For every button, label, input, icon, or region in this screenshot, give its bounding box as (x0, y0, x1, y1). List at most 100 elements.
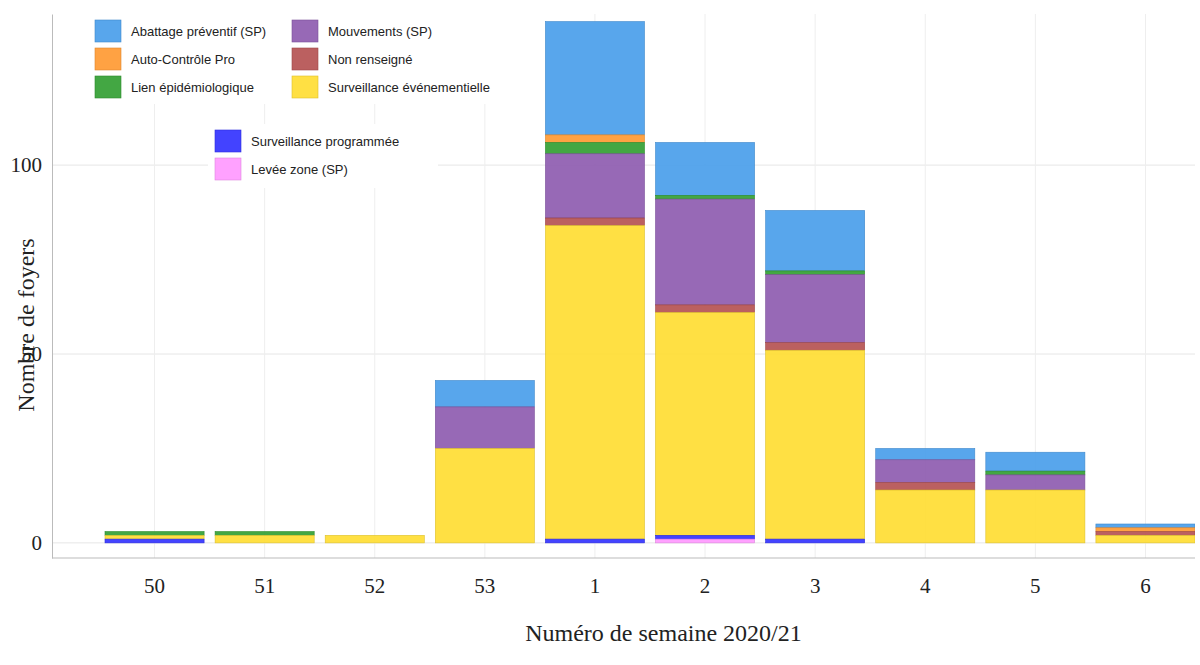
legend-swatch (215, 130, 241, 152)
bar-segment (215, 542, 314, 543)
legend-swatch (292, 20, 318, 42)
legend-swatch (95, 20, 121, 42)
bar-segment (545, 154, 644, 218)
y-tick: 0 (32, 531, 53, 555)
bar-segment (766, 542, 865, 543)
x-tick-label: 3 (810, 574, 821, 598)
series (435, 154, 1085, 490)
x-axis-line (52, 558, 1195, 559)
bar-segment (325, 542, 424, 543)
bar-segment (435, 542, 534, 543)
legend-label: Auto-Contrôle Pro (131, 52, 235, 67)
legend-item: Auto-Contrôle Pro (95, 48, 235, 70)
legend-background (208, 124, 438, 188)
legend-label: Mouvements (SP) (328, 24, 432, 39)
legend-label: Lien épidémiologique (131, 80, 254, 95)
bar-segment (656, 199, 755, 305)
x-tick-label: 51 (254, 574, 275, 598)
y-tick-label: 100 (11, 153, 43, 177)
x-tick-label: 53 (474, 574, 495, 598)
bar-segment (435, 542, 534, 543)
legend-item: Surveillance événementielle (292, 76, 490, 98)
x-tick: 50 (144, 558, 165, 598)
bar-segment (105, 539, 204, 543)
legend-item: Non renseigné (292, 48, 413, 70)
bar-segment (656, 539, 755, 543)
bar-segment (545, 218, 644, 226)
series (656, 539, 755, 543)
bar-segment (986, 452, 1085, 471)
x-axis: 50 51 52 53 1 2 3 4 5 6 (52, 558, 1195, 598)
x-tick: 5 (1030, 558, 1041, 598)
x-tick-label: 5 (1030, 574, 1041, 598)
x-tick-label: 2 (700, 574, 711, 598)
x-tick: 3 (810, 558, 821, 598)
bar-segment (545, 539, 644, 543)
bar-segment (656, 305, 755, 313)
y-axis-title: Nombre de foyers (13, 238, 39, 411)
bar-segment (766, 210, 865, 270)
legend-swatch (292, 76, 318, 98)
bar-segment (435, 407, 534, 449)
bar-segment (105, 535, 204, 539)
y-axis-line (52, 15, 53, 559)
bar-segment (215, 535, 314, 543)
bar-segment (986, 490, 1085, 543)
bar-segment (1096, 524, 1195, 528)
legend-label: Non renseigné (328, 52, 413, 67)
bar-segment (1096, 542, 1195, 543)
legend-swatch (95, 48, 121, 70)
bar-segment (656, 142, 755, 195)
legend-label: Surveillance événementielle (328, 80, 490, 95)
bar-segment (766, 343, 865, 351)
bar-segment (545, 542, 644, 543)
y-tick: 100 (11, 153, 53, 177)
series (105, 226, 1195, 543)
bar-segment (876, 542, 975, 543)
x-tick: 6 (1140, 558, 1151, 598)
x-tick: 4 (920, 558, 931, 598)
legend-item: Mouvements (SP) (292, 20, 432, 42)
x-tick: 2 (700, 558, 711, 598)
legend-item: Lien épidémiologique (95, 76, 254, 98)
x-tick: 52 (364, 558, 385, 598)
bar-segment (986, 471, 1085, 475)
legend-item: Surveillance programmée (215, 130, 399, 152)
chart: 0 50 100 50 51 52 53 1 2 3 4 5 6 Numéro de semaine 20… (0, 0, 1200, 665)
legend-label: Surveillance programmée (251, 134, 399, 149)
bar-segment (656, 312, 755, 535)
x-tick-label: 50 (144, 574, 165, 598)
bar-segment (545, 22, 644, 135)
legend-swatch (292, 48, 318, 70)
bar-segment (876, 448, 975, 459)
x-axis-title: Numéro de semaine 2020/21 (525, 620, 802, 646)
bar-segment (1096, 535, 1195, 543)
bar-segment (1096, 532, 1195, 536)
x-tick: 53 (474, 558, 495, 598)
x-tick-label: 4 (920, 574, 931, 598)
series (105, 535, 865, 543)
legend-background (88, 12, 528, 104)
bar-segment (876, 482, 975, 490)
bar-segment (435, 380, 534, 406)
bar-segment (545, 135, 644, 143)
bar-segment (435, 448, 534, 542)
x-tick: 1 (590, 558, 601, 598)
bar-segment (215, 542, 314, 543)
legend-item: Abattage préventif (SP) (95, 20, 266, 42)
bar-segment (656, 535, 755, 539)
bar-segment (105, 532, 204, 536)
legend-swatch (215, 158, 241, 180)
bar-segment (986, 542, 1085, 543)
bar-segment (986, 475, 1085, 490)
bar-segment (876, 460, 975, 483)
bar-segment (1096, 542, 1195, 543)
legend-label: Levée zone (SP) (251, 162, 348, 177)
bar-segment (876, 542, 975, 543)
bar-segment (876, 490, 975, 543)
bar-segment (545, 142, 644, 153)
x-tick-label: 1 (590, 574, 601, 598)
bar-segment (766, 539, 865, 543)
bar-segment (325, 535, 424, 543)
bar-segment (215, 532, 314, 536)
